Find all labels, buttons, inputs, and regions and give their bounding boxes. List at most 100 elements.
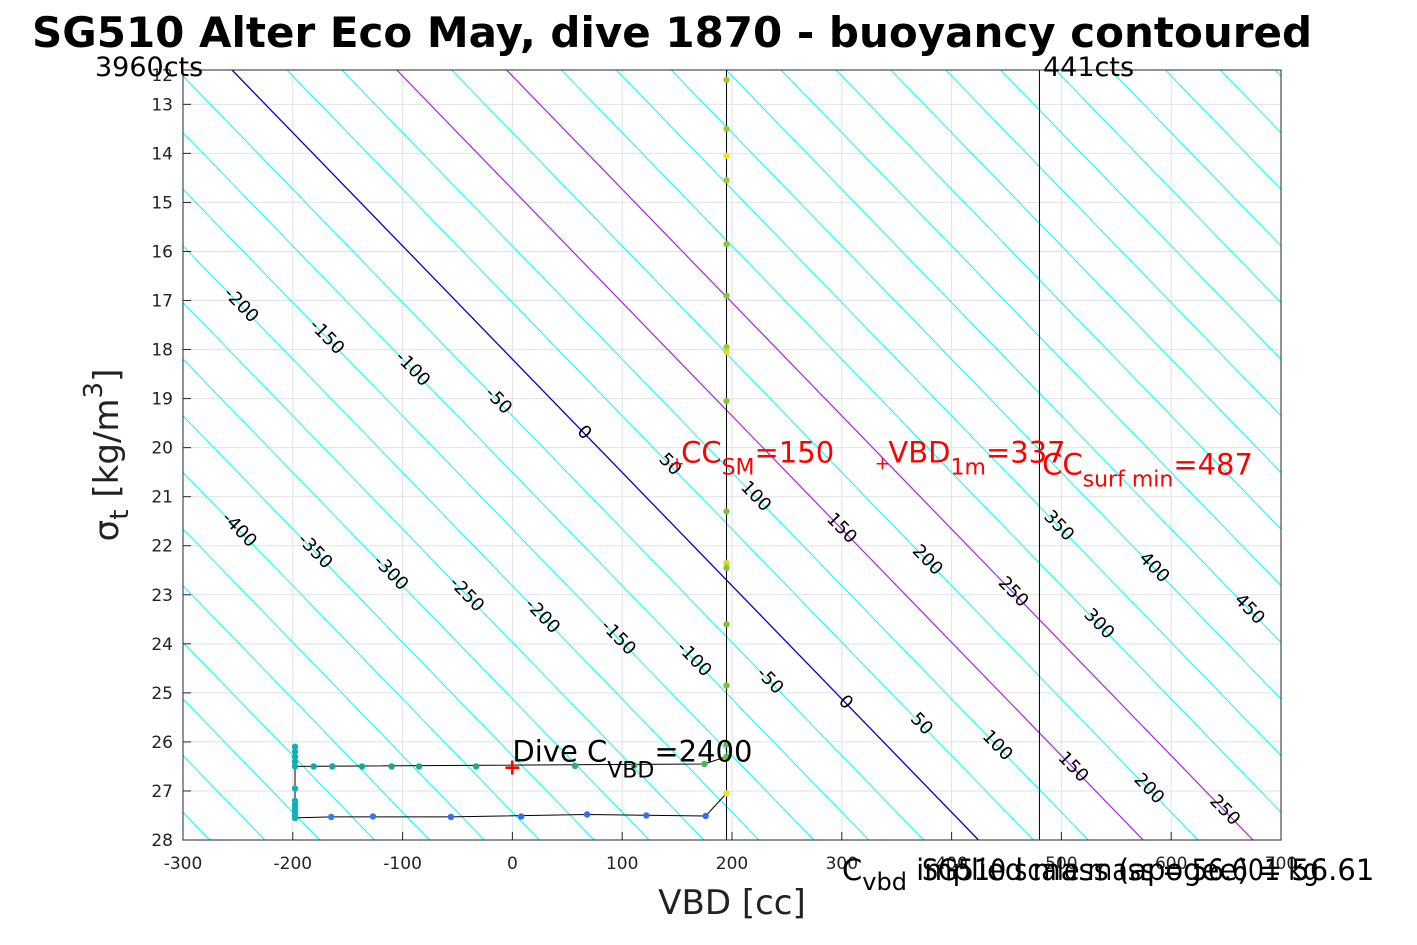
y-tick-label: 12 <box>151 66 173 86</box>
contour-line <box>183 75 924 840</box>
contour-line <box>725 70 1281 644</box>
x-tick-label: 0 <box>507 854 518 874</box>
x-axis-ticks: -300 -200 -100 0 100 200 300 400 500 600 700 <box>164 832 1297 874</box>
dive-point <box>702 812 709 820</box>
cc-sm-annotation: CCSM=150 <box>681 435 834 480</box>
y-tick-label: 27 <box>151 782 173 802</box>
contour-line <box>183 358 650 840</box>
dive-point <box>415 763 423 770</box>
dive-point <box>291 758 299 765</box>
contour-line <box>0 70 155 840</box>
dive-point <box>472 763 480 770</box>
vbd-1m-annotation: VBD1m=337 <box>888 435 1065 480</box>
contour-line <box>1330 70 1417 840</box>
dive-point <box>723 397 730 405</box>
implied-mass-value: implied mass (apogee) = 56.61 <box>907 853 1374 887</box>
contour-line <box>231 70 979 840</box>
dive-point <box>291 748 299 755</box>
y-tick-label: 13 <box>151 95 173 115</box>
implied-mass-sub: vbd <box>862 868 907 896</box>
dive-point <box>723 621 730 628</box>
x-tick-label: 100 <box>606 854 638 874</box>
contour-line <box>945 70 1281 417</box>
dive-point <box>583 811 591 818</box>
y-tick-label: 18 <box>151 341 173 361</box>
dive-c-vbd-annotation: Dive CVBD=2400 <box>512 734 752 783</box>
implied-mass-prefix: C <box>842 853 862 887</box>
y-axis-ticks: 13 14 15 16 17 18 19 20 21 22 23 24 25 26 27 28 12 <box>151 66 191 851</box>
dive-point <box>723 790 730 797</box>
y-axis-label-sup: 3 <box>79 382 109 399</box>
y-tick-label: 19 <box>151 390 173 410</box>
x-tick-label: 700 <box>1265 854 1297 874</box>
chart-title: SG510 Alter Eco May, dive 1870 - buoyanc… <box>32 8 1312 57</box>
contour-line <box>183 698 321 840</box>
dive-point <box>723 343 730 351</box>
x-tick-label: 400 <box>935 854 967 874</box>
contour-line <box>1055 70 1281 304</box>
x-tick-label: 500 <box>1045 854 1077 874</box>
contour-line <box>1000 70 1281 360</box>
dive-point <box>328 813 335 821</box>
y-axis-label: σt [kg/m3] <box>79 369 135 542</box>
dive-point <box>631 762 638 769</box>
y-tick-label: 26 <box>151 733 173 753</box>
dive-point <box>291 785 299 792</box>
contour-line <box>341 70 1089 840</box>
contour-line <box>183 641 375 840</box>
dive-point <box>723 508 730 515</box>
contour-line <box>670 70 1281 700</box>
dive-point <box>723 240 730 248</box>
top-right-counts-label: 441cts <box>1043 52 1134 83</box>
contour-line <box>835 70 1281 530</box>
annotations: +CCSM=150+VBD1m=337+CCsurf min=487+Dive … <box>503 435 1253 783</box>
dive-point <box>723 292 730 299</box>
contour-line <box>183 245 760 840</box>
contour-line <box>780 70 1281 587</box>
y-axis-label-sub: t <box>105 510 135 520</box>
contour-lines <box>0 70 1417 840</box>
contour-line <box>286 70 1034 840</box>
scale-mass-text: SG510 scale mass = 56.601 kg <box>922 853 1319 887</box>
dive-point <box>723 564 730 572</box>
contour-line <box>1110 70 1281 247</box>
dive-point <box>358 763 366 770</box>
dive-point <box>447 813 455 821</box>
y-tick-label: 22 <box>151 537 173 557</box>
dive-point <box>723 152 730 160</box>
dive-point <box>517 813 525 820</box>
dive-point <box>723 348 730 356</box>
dive-point <box>329 763 336 770</box>
y-tick-label: 20 <box>151 439 173 459</box>
contour-line <box>183 188 815 840</box>
svg-text:σt[kg/m3]: σt [kg/m3] <box>79 369 135 542</box>
y-axis-label-close: ] <box>87 369 127 382</box>
dive-point <box>291 814 299 822</box>
dive-point <box>723 682 730 689</box>
dive-point <box>723 559 730 567</box>
y-tick-label: 23 <box>151 586 173 606</box>
contour-line <box>890 70 1281 474</box>
contour-line <box>0 70 45 840</box>
dive-point <box>723 76 730 84</box>
y-tick-label: 25 <box>151 684 173 704</box>
y-tick-label: 28 <box>151 831 173 851</box>
dive-points <box>291 76 730 822</box>
vbd-1m-annotation-marker: + <box>875 453 890 474</box>
x-axis-label: VBD [cc] <box>658 883 806 923</box>
dive-point <box>291 763 299 770</box>
y-tick-label: 14 <box>151 144 173 164</box>
contour-line <box>506 70 1254 840</box>
dive-point <box>291 753 299 760</box>
contour-line <box>451 70 1199 840</box>
top-left-counts-label: 3960cts <box>95 52 203 83</box>
x-tick-label: 300 <box>826 854 858 874</box>
dive-point <box>723 741 730 748</box>
x-tick-label: -200 <box>274 854 313 874</box>
cc-sm-annotation-marker: + <box>670 453 685 474</box>
dive-point <box>643 812 650 819</box>
dive-point <box>310 763 317 770</box>
dive-point <box>388 763 395 770</box>
dive-point <box>723 753 730 760</box>
